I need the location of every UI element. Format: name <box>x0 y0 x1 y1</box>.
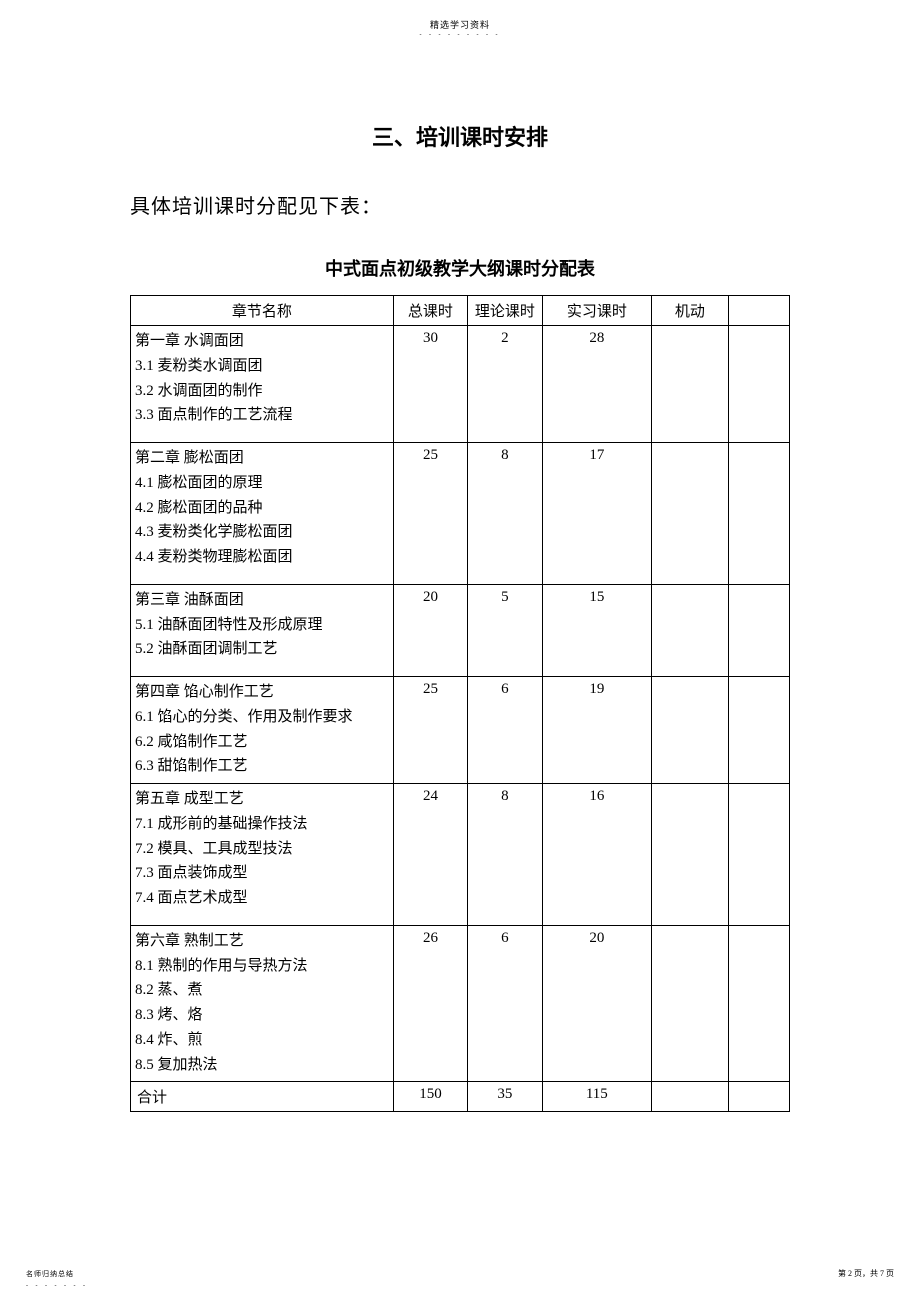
chapter-item: 8.4 炸、煎 <box>135 1028 389 1053</box>
cell-practice: 15 <box>542 584 651 676</box>
table-row: 第一章 水调面团3.1 麦粉类水调面团3.2 水调面团的制作3.3 面点制作的工… <box>131 326 790 443</box>
cell-total: 26 <box>393 925 467 1082</box>
chapter-title: 第五章 成型工艺 <box>135 787 389 812</box>
cell-flex <box>652 784 729 926</box>
cell-theory: 6 <box>468 925 542 1082</box>
col-header-blank <box>728 296 789 326</box>
footer-left: 名师归纳总结 <box>26 1269 74 1279</box>
cell-flex <box>652 677 729 784</box>
cell-total: 24 <box>393 784 467 926</box>
table-row: 第四章 馅心制作工艺6.1 馅心的分类、作用及制作要求6.2 咸馅制作工艺6.3… <box>131 677 790 784</box>
cell-total: 30 <box>393 326 467 443</box>
cell-blank <box>728 784 789 926</box>
cell-theory: 5 <box>468 584 542 676</box>
cell-theory: 6 <box>468 677 542 784</box>
cell-chapter: 第三章 油酥面团5.1 油酥面团特性及形成原理5.2 油酥面团调制工艺 <box>131 584 394 676</box>
cell-practice: 28 <box>542 326 651 443</box>
cell-blank <box>728 326 789 443</box>
chapter-item: 7.2 模具、工具成型技法 <box>135 837 389 862</box>
header-dots: - - - - - - - - - <box>420 32 501 38</box>
cell-theory: 2 <box>468 326 542 443</box>
chapter-item: 5.2 油酥面团调制工艺 <box>135 637 389 662</box>
cell-practice: 17 <box>542 443 651 585</box>
cell-chapter: 第四章 馅心制作工艺6.1 馅心的分类、作用及制作要求6.2 咸馅制作工艺6.3… <box>131 677 394 784</box>
cell-chapter: 第五章 成型工艺7.1 成形前的基础操作技法7.2 模具、工具成型技法7.3 面… <box>131 784 394 926</box>
chapter-item: 7.1 成形前的基础操作技法 <box>135 812 389 837</box>
col-header-practice: 实习课时 <box>542 296 651 326</box>
table-row: 第二章 膨松面团4.1 膨松面团的原理4.2 膨松面团的品种4.3 麦粉类化学膨… <box>131 443 790 585</box>
cell-total-flex <box>652 1082 729 1112</box>
chapter-item: 8.5 复加热法 <box>135 1053 389 1078</box>
cell-total-theory: 35 <box>468 1082 542 1112</box>
col-header-name: 章节名称 <box>131 296 394 326</box>
chapter-item: 5.1 油酥面团特性及形成原理 <box>135 613 389 638</box>
chapter-item: 4.3 麦粉类化学膨松面团 <box>135 520 389 545</box>
cell-blank <box>728 584 789 676</box>
cell-total-label: 合计 <box>131 1082 394 1112</box>
cell-total-total: 150 <box>393 1082 467 1112</box>
cell-total: 25 <box>393 677 467 784</box>
chapter-item: 7.4 面点艺术成型 <box>135 886 389 911</box>
table-header-row: 章节名称 总课时 理论课时 实习课时 机动 <box>131 296 790 326</box>
chapter-item: 3.2 水调面团的制作 <box>135 379 389 404</box>
hours-table: 章节名称 总课时 理论课时 实习课时 机动 第一章 水调面团3.1 麦粉类水调面… <box>130 295 790 1112</box>
cell-total: 20 <box>393 584 467 676</box>
cell-flex <box>652 326 729 443</box>
cell-blank <box>728 677 789 784</box>
chapter-item: 3.1 麦粉类水调面团 <box>135 354 389 379</box>
header-watermark: 精选学习资料 <box>430 18 490 31</box>
col-header-theory: 理论课时 <box>468 296 542 326</box>
chapter-title: 第二章 膨松面团 <box>135 446 389 471</box>
chapter-title: 第六章 熟制工艺 <box>135 929 389 954</box>
table-row: 第五章 成型工艺7.1 成形前的基础操作技法7.2 模具、工具成型技法7.3 面… <box>131 784 790 926</box>
cell-total-blank <box>728 1082 789 1112</box>
chapter-item: 7.3 面点装饰成型 <box>135 861 389 886</box>
chapter-title: 第一章 水调面团 <box>135 329 389 354</box>
cell-chapter: 第六章 熟制工艺8.1 熟制的作用与导热方法8.2 蒸、煮8.3 烤、烙8.4 … <box>131 925 394 1082</box>
cell-blank <box>728 925 789 1082</box>
col-header-total: 总课时 <box>393 296 467 326</box>
table-row: 第六章 熟制工艺8.1 熟制的作用与导热方法8.2 蒸、煮8.3 烤、烙8.4 … <box>131 925 790 1082</box>
section-title: 三、培训课时安排 <box>130 120 790 152</box>
chapter-item: 4.2 膨松面团的品种 <box>135 496 389 521</box>
chapter-item: 8.1 熟制的作用与导热方法 <box>135 954 389 979</box>
cell-total: 25 <box>393 443 467 585</box>
chapter-item: 4.4 麦粉类物理膨松面团 <box>135 545 389 570</box>
chapter-title: 第四章 馅心制作工艺 <box>135 680 389 705</box>
cell-chapter: 第二章 膨松面团4.1 膨松面团的原理4.2 膨松面团的品种4.3 麦粉类化学膨… <box>131 443 394 585</box>
cell-flex <box>652 925 729 1082</box>
cell-blank <box>728 443 789 585</box>
chapter-item: 6.1 馅心的分类、作用及制作要求 <box>135 705 389 730</box>
intro-text: 具体培训课时分配见下表： <box>130 190 790 219</box>
col-header-flex: 机动 <box>652 296 729 326</box>
cell-practice: 20 <box>542 925 651 1082</box>
chapter-item: 4.1 膨松面团的原理 <box>135 471 389 496</box>
table-row-total: 合计15035115 <box>131 1082 790 1112</box>
cell-practice: 16 <box>542 784 651 926</box>
table-row: 第三章 油酥面团5.1 油酥面团特性及形成原理5.2 油酥面团调制工艺20515 <box>131 584 790 676</box>
table-title: 中式面点初级教学大纲课时分配表 <box>130 255 790 281</box>
chapter-item: 8.3 烤、烙 <box>135 1003 389 1028</box>
chapter-item: 8.2 蒸、煮 <box>135 978 389 1003</box>
cell-flex <box>652 443 729 585</box>
cell-total-practice: 115 <box>542 1082 651 1112</box>
chapter-item: 6.2 咸馅制作工艺 <box>135 730 389 755</box>
chapter-title: 第三章 油酥面团 <box>135 588 389 613</box>
footer-left-dots: - - - - - - - <box>26 1283 88 1289</box>
chapter-item: 3.3 面点制作的工艺流程 <box>135 403 389 428</box>
cell-practice: 19 <box>542 677 651 784</box>
cell-theory: 8 <box>468 443 542 585</box>
page-content: 三、培训课时安排 具体培训课时分配见下表： 中式面点初级教学大纲课时分配表 章节… <box>130 120 790 1112</box>
cell-flex <box>652 584 729 676</box>
cell-chapter: 第一章 水调面团3.1 麦粉类水调面团3.2 水调面团的制作3.3 面点制作的工… <box>131 326 394 443</box>
cell-theory: 8 <box>468 784 542 926</box>
chapter-item: 6.3 甜馅制作工艺 <box>135 754 389 779</box>
footer-right-page: 第 2 页，共 7 页 <box>838 1268 894 1279</box>
